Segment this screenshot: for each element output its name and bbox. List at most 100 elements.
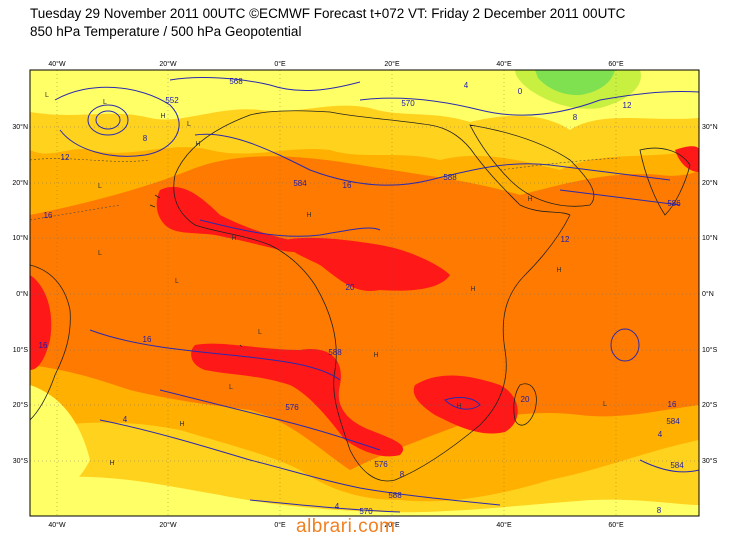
geopotential-label: 588 (328, 348, 342, 357)
bottom-lon-tick: 20°W (159, 521, 177, 529)
pressure-centre: L (258, 329, 262, 336)
geopotential-label: 570 (359, 507, 373, 516)
axis-ticks: 40°W 20°W 0°E 20°E 40°E 60°E40°W 20°W 0°E 20°E 40… (12, 60, 717, 529)
contour-552 (54, 86, 180, 157)
coastlines (30, 110, 691, 482)
contour-576-east (639, 459, 699, 473)
right-lat-tick: 30°N (702, 123, 718, 131)
pressure-centre: H (195, 141, 200, 148)
geopotential-label: 588 (443, 173, 457, 182)
temperature-label: 4 (123, 415, 128, 424)
contour-labels: 568 552 570 584 588 586 588 576 584 576 588 570 584 1… (39, 77, 685, 516)
field-subtitle: 850 hPa Temperature / 500 hPa Geopotenti… (30, 24, 302, 39)
right-lat-tick: 20°N (702, 179, 718, 187)
top-lon-tick: 60°E (608, 60, 624, 68)
low-centre-atlantic-inner (95, 110, 121, 130)
left-lat-tick: 10°N (12, 234, 28, 242)
pressure-centre: L (103, 99, 107, 106)
geopotential-label: 568 (229, 77, 243, 86)
coast-madagascar (513, 383, 537, 426)
temperature-band-16-20 (30, 156, 699, 470)
left-lat-tick: 30°S (13, 457, 29, 465)
coast-saint-helena (239, 344, 243, 348)
top-lon-tick: 40°E (496, 60, 512, 68)
right-lat-tick: 10°S (702, 346, 718, 354)
left-lat-tick: 30°N (12, 123, 28, 131)
temperature-label: 12 (61, 153, 70, 162)
geopotential-label: 576 (285, 403, 299, 412)
pressure-centre: L (603, 401, 607, 408)
bottom-lon-tick: 0°E (274, 521, 286, 529)
temperature-core-sahara (156, 186, 301, 252)
pressure-centre: H (231, 235, 236, 242)
geopotential-label: 576 (374, 460, 388, 469)
temperature-core-sudan (285, 237, 450, 291)
temperature-band-colder-arabia (535, 70, 615, 96)
pressure-centre: L (175, 278, 179, 285)
geopotential-label: 586 (667, 199, 681, 208)
temperature-core-madagascar (413, 375, 518, 434)
site-watermark: albrari.com (296, 516, 396, 537)
temperature-label: 8 (400, 470, 405, 479)
coast-india (639, 147, 691, 216)
geopotential-label: 584 (666, 417, 680, 426)
pressure-centre: L (98, 250, 102, 257)
forecast-title: Tuesday 29 November 2011 00UTC ©ECMWF Fo… (30, 6, 626, 21)
contour-588-south (89, 329, 341, 381)
geopotential-label: 570 (401, 99, 415, 108)
temperature-isolines (30, 157, 621, 221)
geopotential-label: 584 (293, 179, 307, 188)
contour-570 (359, 91, 699, 116)
temperature-band-lt8-south (30, 476, 699, 516)
temperature-label: 0 (518, 87, 523, 96)
right-lat-tick: 10°N (702, 234, 718, 242)
contour-576-south (99, 419, 501, 506)
temperature-label: 20 (346, 283, 355, 292)
temperature-core-brazil (30, 275, 52, 370)
top-lon-tick: 20°E (384, 60, 400, 68)
pressure-centre: H (527, 196, 532, 203)
temperature-label: 12 (623, 101, 632, 110)
pressure-centre: H (109, 460, 114, 467)
pressure-centre: L (45, 92, 49, 99)
right-lat-tick: 20°S (702, 401, 718, 409)
temperature-label: 16 (668, 400, 677, 409)
pressure-centre: L (98, 183, 102, 190)
left-lat-tick: 0°N (16, 290, 28, 298)
low-centre-atlantic (87, 104, 129, 136)
coast-canaries (149, 194, 161, 208)
temperature-label: 16 (44, 211, 53, 220)
temperature-label: 4 (335, 502, 340, 511)
temperature-label: 16 (39, 341, 48, 350)
pressure-centre: L (187, 121, 191, 128)
temperature-core-angola (191, 343, 404, 457)
pressure-centre: H (456, 403, 461, 410)
geopotential-label: 552 (165, 96, 179, 105)
pressure-centre: H (470, 286, 475, 293)
right-lat-tick: 30°S (702, 457, 718, 465)
contour-584-south (159, 389, 381, 451)
contour-570-south (249, 499, 401, 513)
bottom-lon-tick: 60°E (608, 521, 624, 529)
bottom-lon-tick: 40°E (496, 521, 512, 529)
top-lon-tick: 20°W (159, 60, 177, 68)
contour-568-north (169, 77, 361, 92)
temperature-label: 16 (143, 335, 152, 344)
contour-588-trop (199, 219, 381, 237)
temperature-label: 12 (561, 235, 570, 244)
left-lat-tick: 20°S (13, 401, 29, 409)
geopotential-contours (54, 77, 699, 513)
contour-madagascar (444, 397, 481, 410)
pressure-centre: H (160, 113, 165, 120)
contour-586 (559, 189, 681, 206)
temperature-label: 8 (573, 113, 578, 122)
bottom-lon-tick: 20°E (384, 521, 400, 529)
pressure-centre: H (306, 212, 311, 219)
temperature-band-lt8-west (30, 385, 90, 510)
pressure-centre: H (373, 352, 378, 359)
coast-brazil (30, 264, 71, 421)
temperature-label: 20 (521, 395, 530, 404)
pressure-centre: H (179, 421, 184, 428)
temperature-core-india (675, 146, 699, 172)
